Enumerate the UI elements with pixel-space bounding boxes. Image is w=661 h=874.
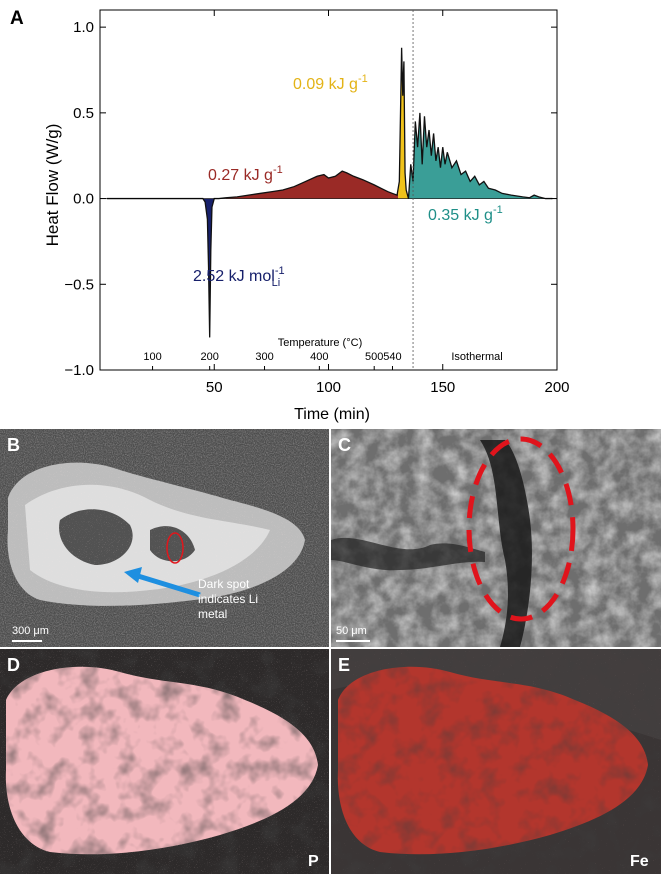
- scale-bar-c-label: 50 μm: [336, 625, 367, 637]
- panel-c-letter: C: [338, 435, 351, 455]
- scale-bar-b-label: 300 μm: [12, 625, 49, 637]
- y-axis-label: Heat Flow (W/g): [43, 124, 62, 247]
- y-tick-label: −1.0: [64, 362, 94, 379]
- y-tick-label: 0.5: [73, 105, 94, 122]
- region-label-2: 0.27 kJ g-1: [208, 164, 283, 184]
- region-label-3: 0.09 kJ g-1: [293, 73, 368, 93]
- secondary-tick-label: 500: [365, 351, 383, 363]
- area-region-2: [225, 171, 399, 199]
- panel-e-element-label: Fe: [630, 853, 649, 870]
- panel-c-sem-image: 50 μm C: [331, 429, 661, 647]
- y-tick-label: 0.0: [73, 191, 94, 208]
- x-axis-label: Time (min): [294, 406, 370, 423]
- panel-b-sem-image: Dark spot indicates Li metal 300 μm B: [0, 429, 329, 647]
- x-tick-label: 50: [206, 379, 223, 396]
- panel-b-letter: B: [7, 435, 20, 455]
- arrow-head: [124, 567, 142, 583]
- area-region-4: [408, 112, 553, 199]
- heat-flow-line: [106, 47, 553, 338]
- panel-b-annotation-line3: metal: [198, 607, 227, 621]
- region-marker-ellipse-b: [166, 532, 184, 564]
- secondary-axis-isothermal-label: Isothermal: [451, 351, 502, 363]
- region-label-1: 2.52 kJ mol-1 Li: [193, 265, 285, 289]
- panel-e-letter: E: [338, 655, 350, 675]
- panel-a-letter: A: [10, 8, 24, 29]
- panel-e-eds-map: E Fe: [331, 649, 661, 874]
- secondary-tick-label: 300: [255, 351, 273, 363]
- secondary-axis-label: Temperature (°C): [278, 337, 362, 349]
- panel-d-eds-map: D P: [0, 649, 329, 874]
- region-marker-ellipse-c: [466, 436, 576, 622]
- y-tick-label: −0.5: [64, 276, 94, 293]
- panel-a-chart: A Heat Flow (W/g) Time (min) Temperature…: [10, 8, 570, 423]
- x-tick-label: 100: [316, 379, 341, 396]
- secondary-tick-label: 400: [310, 351, 328, 363]
- area-region-1: [202, 198, 215, 338]
- panel-b-annotation-line1: Dark spot: [198, 577, 250, 591]
- panel-d-element-label: P: [308, 853, 319, 870]
- panel-d-letter: D: [7, 655, 20, 675]
- annotation-arrow: [137, 573, 201, 598]
- area-region-3: [398, 47, 409, 199]
- x-tick-label: 200: [544, 379, 569, 396]
- secondary-tick-label: 200: [201, 351, 219, 363]
- secondary-tick-label: 540: [383, 351, 401, 363]
- secondary-tick-label: 100: [143, 351, 161, 363]
- x-tick-label: 150: [430, 379, 455, 396]
- y-tick-label: 1.0: [73, 19, 94, 36]
- region-label-4: 0.35 kJ g-1: [428, 204, 503, 224]
- panel-b-annotation-line2: indicates Li: [198, 592, 258, 606]
